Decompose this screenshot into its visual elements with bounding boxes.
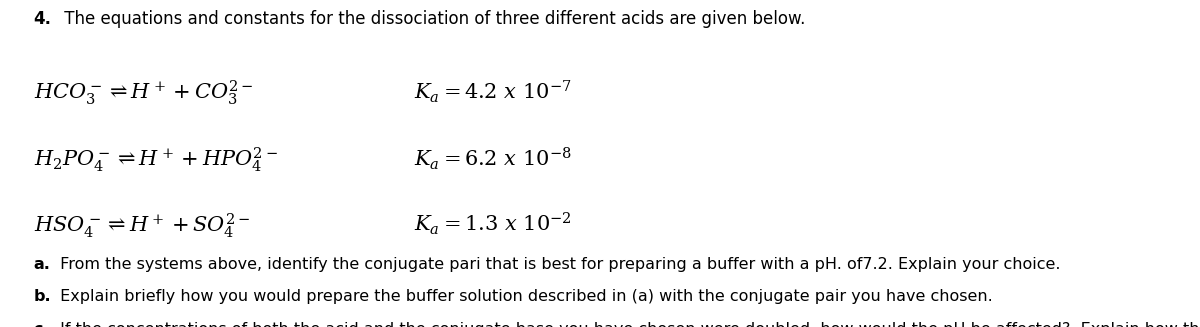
Text: From the systems above, identify the conjugate pari that is best for preparing a: From the systems above, identify the con… — [55, 257, 1061, 272]
Text: The equations and constants for the dissociation of three different acids are gi: The equations and constants for the diss… — [59, 10, 805, 28]
Text: Explain briefly how you would prepare the buffer solution described in (a) with : Explain briefly how you would prepare th… — [55, 289, 992, 304]
Text: $HSO_4^- \rightleftharpoons H^+ + SO_4^{2-}$: $HSO_4^- \rightleftharpoons H^+ + SO_4^{… — [34, 211, 250, 240]
Text: c.: c. — [34, 322, 49, 327]
Text: b.: b. — [34, 289, 52, 304]
Text: $K_a = 1.3\ x\ 10^{-2}$: $K_a = 1.3\ x\ 10^{-2}$ — [414, 211, 571, 237]
Text: If the concentrations of both the acid and the conjugate base you have chosen we: If the concentrations of both the acid a… — [55, 322, 1200, 327]
Text: a.: a. — [34, 257, 50, 272]
Text: $HCO_3^- \rightleftharpoons H^+ + CO_3^{2-}$: $HCO_3^- \rightleftharpoons H^+ + CO_3^{… — [34, 78, 253, 107]
Text: $H_2PO_4^- \rightleftharpoons H^+ + HPO_4^{2-}$: $H_2PO_4^- \rightleftharpoons H^+ + HPO_… — [34, 146, 277, 174]
Text: $K_a = 4.2\ x\ 10^{-7}$: $K_a = 4.2\ x\ 10^{-7}$ — [414, 78, 571, 105]
Text: 4.: 4. — [34, 10, 52, 28]
Text: $K_a = 6.2\ x\ 10^{-8}$: $K_a = 6.2\ x\ 10^{-8}$ — [414, 146, 571, 172]
